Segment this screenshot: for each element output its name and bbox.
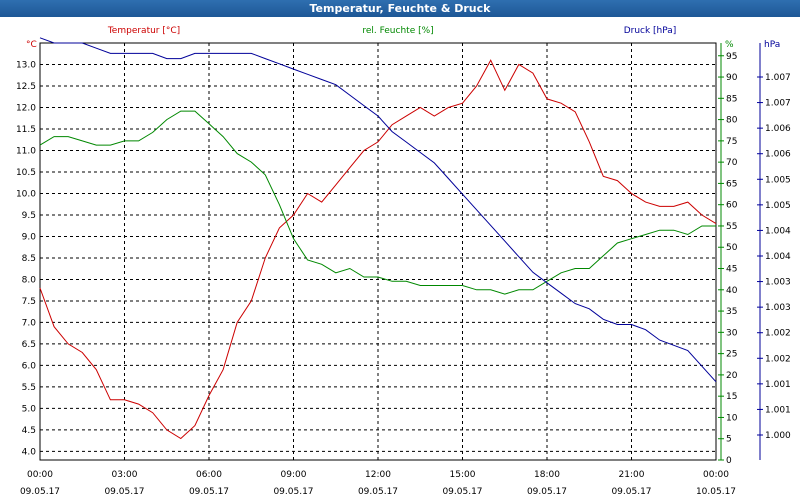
humidity-tick-label: 5 (726, 435, 732, 445)
time-axis: 00:00 09.05.17 03:00 09.05.17 06:00 09.05.17 0… (20, 470, 736, 497)
pressure-axis: 1.007 1.007 1.006 1.006 1.005 1.005 1.004 1.004… (757, 43, 791, 460)
temperature-tick-label: 9.5 (22, 211, 36, 221)
chart: 13.0 12.5 12.0 11.5 11.0 10.5 10.0 9.5 9.0 8.5 8.0… (16, 26, 791, 497)
x-tick-date: 09.05.17 (527, 487, 567, 497)
pressure-tick-label: 1.006 (765, 150, 791, 160)
pressure-tick-label: 1.006 (765, 124, 791, 134)
pressure-tick-label: 1.003 (765, 303, 791, 313)
temperature-tick-label: 5.5 (22, 383, 36, 393)
pressure-tick-label: 1.007 (765, 99, 791, 109)
x-tick-time: 18:00 (534, 470, 560, 480)
pressure-tick-label: 1.002 (765, 354, 791, 364)
pressure-axis-unit: hPa (764, 40, 780, 50)
temperature-tick-label: 7.5 (22, 297, 36, 307)
x-tick-date: 10.05.17 (696, 487, 736, 497)
temperature-axis: 13.0 12.5 12.0 11.5 11.0 10.5 10.0 9.5 9.0 8.5 8.0… (16, 60, 36, 457)
x-tick-time: 21:00 (619, 470, 645, 480)
humidity-axis-unit: % (725, 40, 734, 50)
pressure-tick-label: 1.005 (765, 201, 791, 211)
temperature-tick-label: 5.0 (22, 404, 37, 414)
temperature-tick-label: 9.0 (22, 232, 37, 242)
humidity-tick-label: 60 (726, 201, 738, 211)
pressure-tick-label: 1.004 (765, 252, 791, 262)
x-tick-date: 09.05.17 (189, 487, 229, 497)
grid (40, 43, 716, 460)
humidity-tick-label: 20 (726, 371, 738, 381)
humidity-tick-label: 50 (726, 243, 738, 253)
pressure-axis-title: Druck [hPa] (624, 26, 677, 36)
humidity-tick-label: 70 (726, 158, 738, 168)
humidity-tick-label: 95 (726, 52, 737, 62)
x-tick-time: 06:00 (196, 470, 222, 480)
pressure-tick-label: 1.001 (765, 380, 791, 390)
humidity-tick-label: 90 (726, 73, 738, 83)
pressure-tick-label: 1.000 (765, 431, 791, 441)
humidity-tick-label: 35 (726, 307, 737, 317)
temperature-tick-label: 13.0 (16, 60, 36, 70)
humidity-tick-label: 10 (726, 413, 738, 423)
temperature-tick-label: 10.0 (16, 189, 36, 199)
pressure-line (39, 37, 717, 383)
humidity-tick-label: 45 (726, 265, 737, 275)
humidity-axis-title: rel. Feuchte [%] (362, 26, 433, 36)
temperature-tick-label: 12.5 (16, 82, 36, 92)
temperature-tick-label: 11.5 (16, 125, 36, 135)
x-tick-date: 09.05.17 (273, 487, 313, 497)
humidity-tick-label: 85 (726, 94, 737, 104)
x-tick-date: 09.05.17 (611, 487, 651, 497)
x-tick-time: 09:00 (281, 470, 307, 480)
x-tick-time: 00:00 (703, 470, 729, 480)
temperature-axis-unit: °C (26, 40, 37, 50)
x-tick-time: 12:00 (365, 470, 391, 480)
x-tick-date: 09.05.17 (358, 487, 398, 497)
temperature-tick-label: 8.0 (22, 275, 37, 285)
pressure-tick-label: 1.002 (765, 329, 791, 339)
humidity-tick-label: 65 (726, 179, 737, 189)
humidity-tick-label: 0 (726, 456, 732, 466)
window-title: Temperatur, Feuchte & Druck (0, 0, 800, 17)
x-tick-date: 09.05.17 (104, 487, 144, 497)
humidity-line (39, 110, 716, 295)
pressure-tick-label: 1.003 (765, 278, 791, 288)
temperature-tick-label: 7.0 (22, 318, 37, 328)
pressure-tick-label: 1.007 (765, 73, 791, 83)
temperature-tick-label: 11.0 (16, 146, 36, 156)
temperature-tick-label: 6.0 (22, 361, 37, 371)
temperature-tick-label: 4.0 (22, 447, 37, 457)
humidity-tick-label: 30 (726, 328, 738, 338)
temperature-tick-label: 10.5 (16, 168, 36, 178)
x-tick-time: 03:00 (112, 470, 138, 480)
plot-area (39, 42, 717, 461)
temperature-tick-label: 8.5 (22, 254, 36, 264)
x-tick-time: 15:00 (450, 470, 476, 480)
humidity-tick-label: 25 (726, 350, 737, 360)
temperature-line (39, 59, 717, 440)
pressure-tick-label: 1.005 (765, 175, 791, 185)
pressure-tick-label: 1.001 (765, 405, 791, 415)
temperature-tick-label: 6.5 (22, 340, 36, 350)
temperature-tick-label: 4.5 (22, 426, 36, 436)
series-lines (39, 37, 717, 440)
humidity-tick-label: 80 (726, 116, 738, 126)
x-tick-date: 09.05.17 (20, 487, 60, 497)
humidity-tick-label: 15 (726, 392, 737, 402)
temperature-tick-label: 12.0 (16, 103, 36, 113)
humidity-tick-label: 40 (726, 286, 738, 296)
pressure-tick-label: 1.004 (765, 226, 791, 236)
humidity-tick-label: 75 (726, 137, 737, 147)
temperature-axis-title: Temperatur [°C] (107, 26, 180, 36)
x-tick-time: 00:00 (27, 470, 53, 480)
x-tick-date: 09.05.17 (442, 487, 482, 497)
humidity-tick-label: 55 (726, 222, 737, 232)
